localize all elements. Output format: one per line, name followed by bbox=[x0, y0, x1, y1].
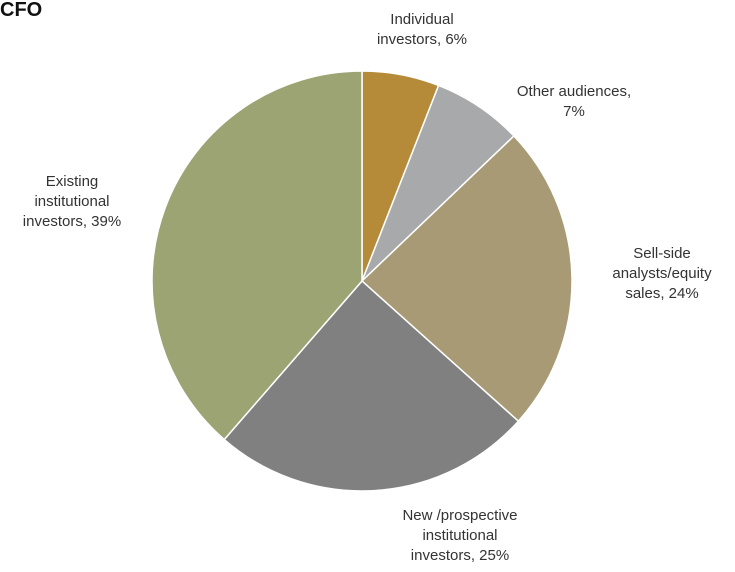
slice-label-line: Individual bbox=[390, 11, 453, 28]
slice-label-line: investors, 6% bbox=[377, 31, 467, 48]
slice-label-4: Existing institutional investors, 39% bbox=[23, 173, 121, 230]
pie-slice-4 bbox=[151, 70, 363, 441]
pie-labels: Individual investors, 6% Other audiences, 7… bbox=[23, 11, 712, 564]
slice-label-line: New /prospective bbox=[402, 507, 517, 524]
slice-label-line: Other audiences, bbox=[517, 83, 631, 100]
slice-label-line: investors, 25% bbox=[411, 547, 509, 564]
slice-label-2: Sell-side analysts/equity sales, 24% bbox=[612, 245, 712, 302]
slice-label-line: 7% bbox=[563, 103, 585, 120]
slice-label-3: New /prospective institutional investors, … bbox=[402, 507, 517, 564]
pie-slices bbox=[151, 70, 573, 492]
pie-slice-3 bbox=[223, 279, 520, 492]
slice-label-line: Existing bbox=[46, 173, 99, 190]
header-title-fragment: CFO bbox=[0, 0, 43, 21]
slice-label-line: sales, 24% bbox=[625, 285, 698, 302]
slice-label-0: Individual investors, 6% bbox=[377, 11, 467, 48]
slice-label-line: institutional bbox=[34, 193, 109, 210]
slice-label-line: analysts/equity bbox=[612, 265, 712, 282]
slice-label-1: Other audiences, 7% bbox=[517, 83, 631, 120]
slice-label-line: investors, 39% bbox=[23, 213, 121, 230]
slice-label-line: Sell-side bbox=[633, 245, 691, 262]
slice-label-line: institutional bbox=[422, 527, 497, 544]
pie-slice-2 bbox=[360, 134, 573, 423]
